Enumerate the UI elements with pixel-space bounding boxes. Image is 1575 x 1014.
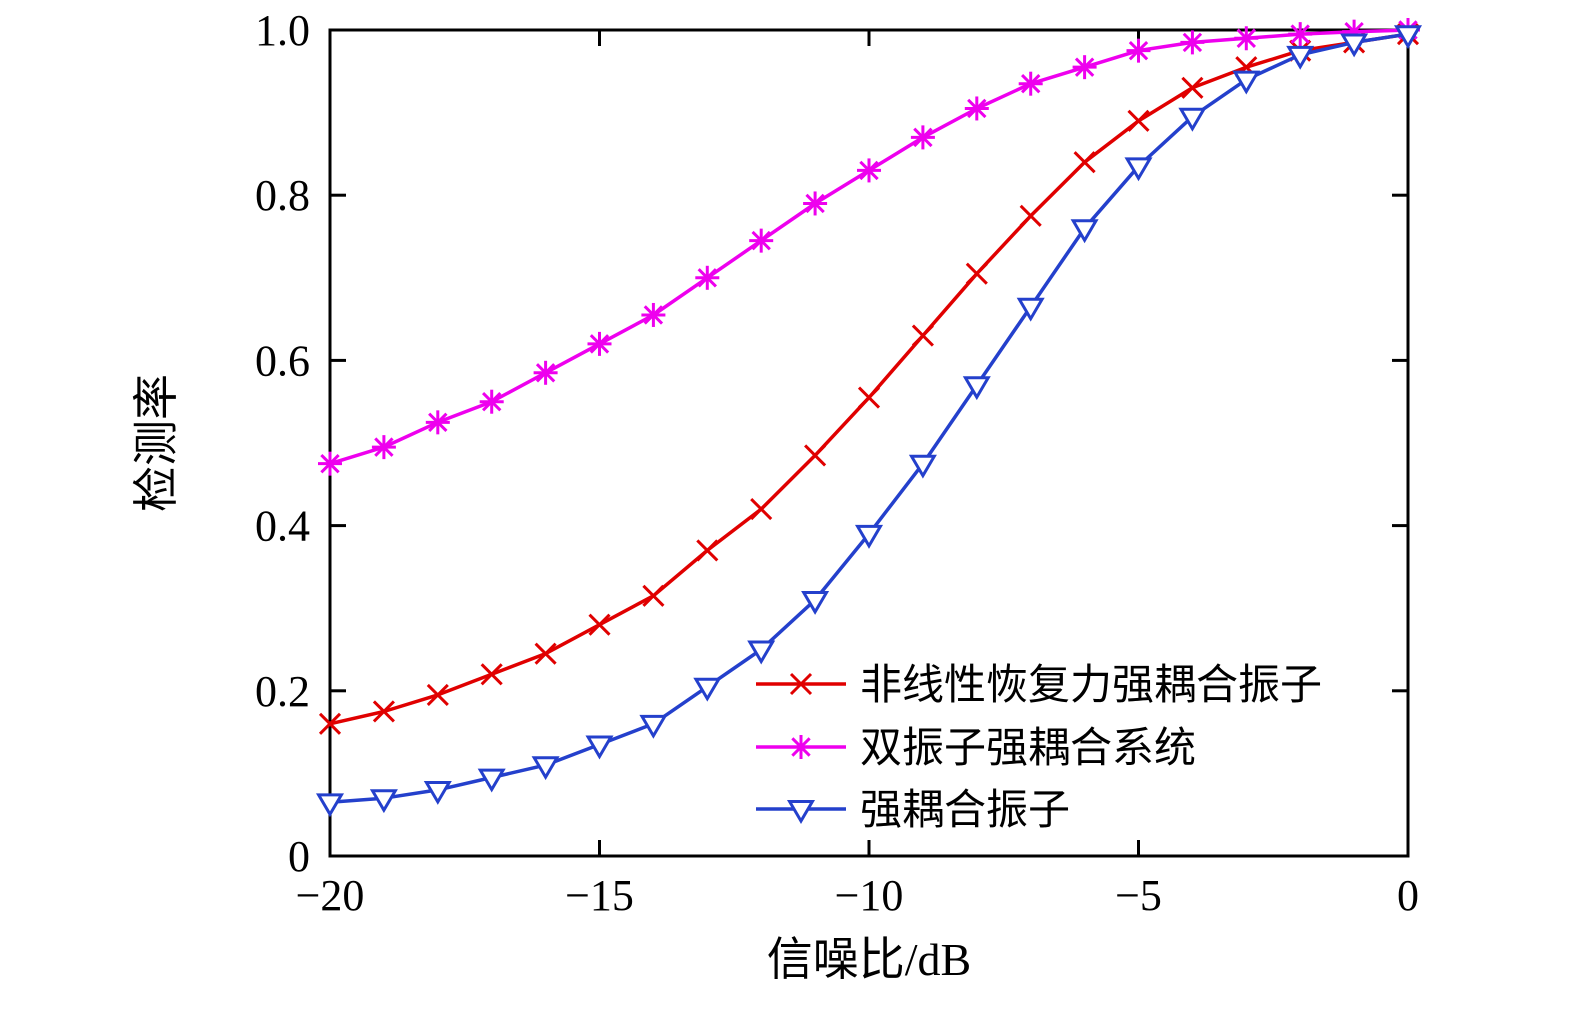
marker-x — [1073, 151, 1096, 174]
marker-triangle-down — [962, 376, 991, 401]
marker-asterisk — [1126, 38, 1151, 63]
marker-x — [1127, 109, 1150, 132]
marker-asterisk — [695, 265, 720, 290]
marker-x — [534, 642, 557, 665]
marker-triangle-down — [801, 591, 830, 615]
series-layer — [315, 18, 1423, 818]
marker-asterisk — [1018, 71, 1043, 96]
marker-asterisk — [1072, 55, 1097, 80]
marker-asterisk — [318, 451, 342, 476]
series-1 — [318, 18, 1420, 476]
marker-triangle-down — [1178, 107, 1207, 132]
marker-triangle-down — [477, 768, 506, 793]
series-0 — [318, 23, 1420, 735]
marker-x — [1181, 76, 1204, 99]
marker-triangle-down — [693, 677, 722, 702]
y-tick-label: 0.8 — [255, 171, 310, 220]
marker-asterisk — [641, 302, 666, 327]
y-axis-label: 检测率 — [131, 374, 182, 512]
marker-asterisk — [803, 191, 828, 216]
marker-asterisk — [479, 389, 504, 414]
marker-asterisk — [857, 158, 881, 183]
marker-triangle-down — [1070, 219, 1099, 244]
legend-label: 非线性恢复力强耦合振子 — [860, 663, 1322, 709]
marker-x — [965, 262, 988, 285]
marker-triangle-down — [585, 735, 614, 760]
marker-x — [588, 613, 611, 636]
marker-asterisk — [425, 410, 450, 435]
legend-label: 强耦合振子 — [860, 788, 1070, 834]
marker-asterisk — [371, 435, 396, 460]
marker-x — [642, 584, 665, 607]
marker-x — [750, 498, 773, 521]
y-tick-label: 0.2 — [255, 667, 310, 716]
marker-asterisk — [1234, 26, 1259, 51]
marker-triangle-down — [1016, 297, 1045, 322]
x-tick-label: −10 — [835, 871, 904, 920]
marker-x — [1019, 204, 1042, 227]
y-tick-label: 0 — [288, 832, 310, 881]
series-2 — [315, 25, 1423, 818]
series-line — [328, 32, 1410, 726]
marker-x — [789, 672, 813, 696]
marker-triangle-down — [1232, 70, 1261, 95]
marker-triangle-down — [369, 789, 398, 814]
legend-label: 双振子强耦合系统 — [860, 726, 1196, 772]
marker-triangle-down — [1286, 45, 1315, 70]
marker-triangle-down — [908, 454, 937, 479]
marker-x — [696, 539, 719, 562]
marker-triangle-down — [747, 640, 776, 665]
marker-triangle-down — [423, 780, 452, 805]
y-tick-label: 1.0 — [255, 6, 310, 55]
y-tick-label: 0.6 — [255, 336, 310, 385]
x-tick-label: 0 — [1397, 871, 1419, 920]
marker-triangle-down — [531, 756, 560, 781]
x-tick-label: −20 — [296, 871, 365, 920]
marker-triangle-down — [1393, 25, 1423, 50]
marker-asterisk — [910, 125, 935, 150]
marker-asterisk — [749, 228, 774, 253]
marker-triangle-down — [1340, 33, 1369, 58]
marker-asterisk — [587, 331, 612, 356]
legend-item: 双振子强耦合系统 — [756, 726, 1196, 772]
marker-triangle-down — [854, 524, 884, 549]
legend-item: 强耦合振子 — [756, 788, 1070, 834]
marker-asterisk — [964, 96, 989, 121]
marker-asterisk — [1288, 22, 1313, 47]
marker-triangle-down — [639, 714, 668, 739]
x-tick-label: −15 — [565, 871, 634, 920]
marker-x — [911, 324, 934, 347]
marker-asterisk — [533, 360, 558, 385]
marker-x — [857, 386, 881, 409]
marker-asterisk — [789, 735, 813, 759]
marker-x — [372, 700, 395, 723]
y-tick-label: 0.4 — [255, 502, 310, 551]
marker-x — [426, 683, 449, 706]
marker-asterisk — [1180, 30, 1205, 55]
marker-triangle-down — [786, 800, 816, 824]
marker-triangle-down — [1124, 157, 1153, 182]
marker-x — [480, 663, 503, 686]
x-axis-label: 信噪比/dB — [767, 934, 971, 985]
marker-x — [804, 444, 827, 467]
marker-triangle-down — [315, 793, 345, 818]
legend-item: 非线性恢复力强耦合振子 — [756, 663, 1322, 709]
x-tick-label: −5 — [1115, 871, 1162, 920]
marker-x — [318, 712, 342, 735]
